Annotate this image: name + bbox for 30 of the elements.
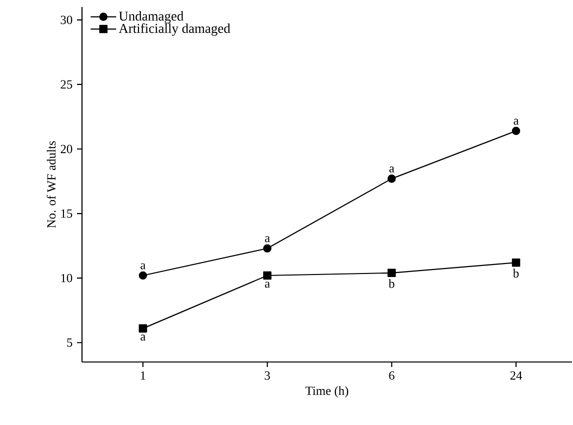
legend-label: Artificially damaged <box>118 23 230 36</box>
data-label: a <box>389 166 394 172</box>
point <box>512 258 520 267</box>
data-label: a <box>140 334 146 341</box>
y-axis-title: No. of WF adults <box>46 141 56 228</box>
data-label: a <box>140 263 146 270</box>
y-tick-label: 10 <box>61 274 72 282</box>
x-tick-label: 6 <box>389 371 394 380</box>
point <box>388 268 396 278</box>
x-tick-label: 24 <box>510 371 522 380</box>
point <box>512 126 520 136</box>
x-tick-label: 3 <box>264 371 270 380</box>
point <box>263 271 272 280</box>
x-axis-title: Time (h) <box>305 386 348 398</box>
data-label: b <box>512 268 519 278</box>
point <box>138 271 148 280</box>
legend-label: Undamaged <box>118 11 184 24</box>
x-tick-label: 1 <box>140 371 146 380</box>
point <box>388 174 396 183</box>
y-tick-label: 25 <box>60 80 72 89</box>
point <box>263 244 272 253</box>
data-label: a <box>514 118 519 125</box>
y-tick-label: 5 <box>67 338 72 347</box>
y-tick-label: 20 <box>60 144 72 154</box>
data-label: a <box>264 236 270 242</box>
y-tick-label: 30 <box>60 16 72 24</box>
data-label: a <box>264 282 270 288</box>
y-tick-label: 15 <box>61 209 72 218</box>
point <box>138 324 148 333</box>
data-label: b <box>388 279 394 288</box>
